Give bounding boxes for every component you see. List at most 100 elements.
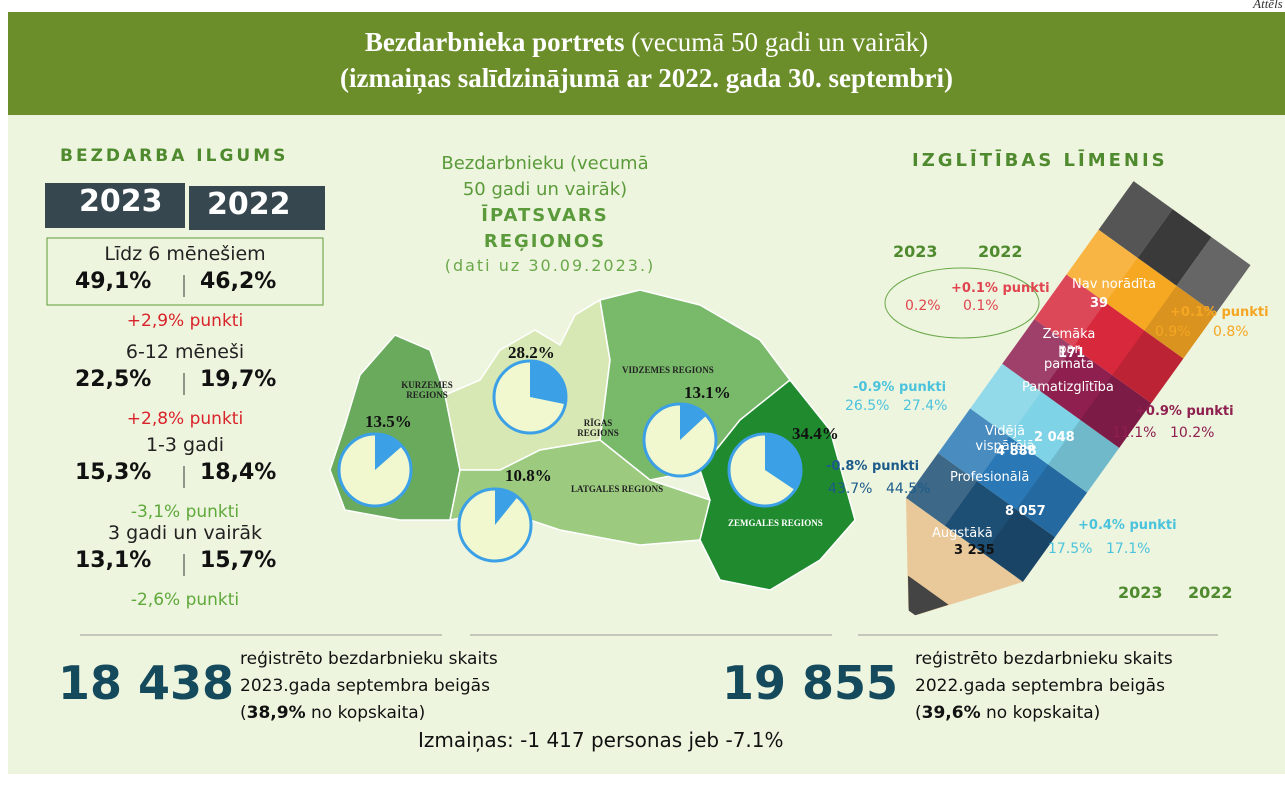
year: 2022 — [207, 187, 291, 222]
level-count: 8 057 — [1005, 504, 1046, 519]
region-name: VIDZEMES REGIONS — [622, 365, 714, 375]
level-count: 39 — [1090, 296, 1109, 311]
level-count: 171 — [1058, 346, 1086, 361]
eraser — [1176, 237, 1251, 314]
region-share: 13.5% — [365, 412, 412, 431]
region-share: 34.4% — [792, 424, 839, 443]
pencil-shade — [938, 408, 1010, 482]
pencil-shade — [1048, 419, 1120, 493]
total-text: 2022.gada septembra beigās — [915, 676, 1165, 696]
pencil-segment — [1034, 274, 1184, 404]
pie-slice — [375, 434, 403, 470]
total-number: 18 438 — [58, 656, 235, 710]
year: 2022 — [978, 242, 1023, 261]
pencil-shade — [1080, 375, 1152, 448]
share-before: ( — [915, 703, 922, 723]
level-count: 3 235 — [954, 543, 995, 558]
pencil-shade — [970, 363, 1042, 437]
year: 2022 — [1188, 583, 1233, 602]
level-2022: 17.1% — [1106, 541, 1151, 557]
change: +2,8% punkti — [126, 409, 244, 429]
pencil-segment — [970, 363, 1120, 493]
change-total: Izmaiņas: -1 417 personas jeb -7.1% — [418, 728, 784, 752]
change: +2,9% punkti — [126, 311, 244, 331]
region-name: KURZEMES REGIONS — [401, 380, 453, 400]
level-2023: 43.7% — [828, 481, 873, 497]
pencil-shade — [1066, 229, 1138, 303]
change: -2,6% punkti — [130, 590, 240, 610]
figure-number: Attēls 16 — [1253, 0, 1285, 11]
value-2023: 22,5% — [75, 367, 152, 392]
share-before: ( — [240, 703, 247, 723]
pencil — [905, 181, 1251, 616]
section-heading: BEZDARBA ILGUMS — [60, 146, 289, 166]
level-2023: 0.9% — [1155, 324, 1191, 340]
year-box — [189, 186, 325, 230]
value-2023: 15,3% — [75, 460, 152, 485]
year-box — [45, 183, 185, 228]
total-text: reģistrēto bezdarbnieku skaits — [915, 649, 1173, 669]
pencil-lead — [907, 575, 949, 616]
level-name: Profesionālā — [950, 470, 1030, 485]
share-bold: 39,6% — [921, 703, 981, 723]
level-count: 2 048 — [1034, 430, 1075, 445]
level-name: Nav norādīta — [1072, 277, 1156, 292]
region-share: 13.1% — [684, 383, 731, 402]
level-name: Vidējā vispārējā — [975, 424, 1035, 454]
pie-slice — [680, 404, 707, 440]
pencil-shade — [1034, 274, 1106, 348]
value-2022: 19,7% — [200, 367, 277, 392]
level-change: -0.8% punkti — [826, 459, 920, 474]
level-2022: 27.4% — [903, 398, 948, 414]
total-number: 19 855 — [722, 656, 899, 710]
level-2023: 11.1% — [1112, 425, 1157, 441]
value-2023: 13,1% — [75, 548, 152, 573]
region-share: 28.2% — [508, 343, 555, 362]
title-normal: (vecumā 50 gadi un vairāk) — [631, 27, 929, 57]
region-share: 10.8% — [505, 466, 552, 485]
level-2022: 10.2% — [1170, 425, 1215, 441]
region-name: RĪGAS REGIONS — [577, 418, 619, 438]
pencil-wood — [905, 497, 1023, 615]
level-change: +0.9% punkti — [1135, 404, 1234, 419]
total-text: 2023.gada septembra beigās — [240, 676, 490, 696]
map-caption-bold: REĢIONOS — [483, 231, 607, 252]
section-heading: IZGLĪTĪBAS LĪMENIS — [912, 150, 1168, 171]
level-change: +0.1% punkti — [1170, 305, 1269, 320]
subtitle: (izmaiņas salīdzinājumā ar 2022. gada 30… — [340, 63, 953, 93]
title: Bezdarbnieka portrets (vecumā 50 gadi un… — [8, 27, 1285, 58]
pencil-shade — [1016, 464, 1088, 538]
duration-label: 1-3 gadi — [145, 434, 225, 456]
highlight — [884, 267, 1040, 339]
duration-label: 3 gadi un vairāk — [108, 522, 262, 544]
value-2022: 15,7% — [200, 548, 277, 573]
level-name: Pamatizglītība — [1022, 380, 1114, 395]
map-date: (dati uz 30.09.2023.) — [444, 256, 656, 275]
level-2022: 0.8% — [1213, 324, 1249, 340]
level-change: +0.4% punkti — [1078, 518, 1177, 533]
region-name: ZEMGALES REGIONS — [728, 518, 823, 528]
pencil-segment — [938, 408, 1088, 538]
level-name: Augstākā — [932, 526, 993, 541]
year: 2023 — [79, 184, 163, 219]
pencil-shade — [1112, 330, 1184, 404]
level-change: +0.1% punkti — [951, 281, 1050, 296]
level-2022: 44.5% — [886, 481, 931, 497]
share-after: no kopskaita) — [980, 703, 1101, 723]
change: -3,1% punkti — [130, 502, 240, 522]
level-2023: 17.5% — [1048, 541, 1093, 557]
map-caption: Bezdarbnieku (vecumā — [441, 153, 649, 174]
group-box — [46, 237, 324, 306]
eraser — [1098, 181, 1173, 258]
pencil-segment — [1002, 319, 1152, 448]
total-share: (38,9% no kopskaita) — [240, 703, 425, 723]
map-caption-bold: ĪPATSVARS — [481, 205, 609, 226]
pencil-segment — [1066, 229, 1216, 359]
pencil-shade — [1002, 319, 1074, 392]
pie-slice — [530, 361, 566, 405]
region-name: LATGALES REGIONS — [571, 484, 664, 494]
level-2023: 26.5% — [845, 398, 890, 414]
title-bold: Bezdarbnieka portrets — [364, 27, 625, 57]
share-bold: 38,9% — [246, 703, 306, 723]
eraser — [1137, 209, 1212, 286]
